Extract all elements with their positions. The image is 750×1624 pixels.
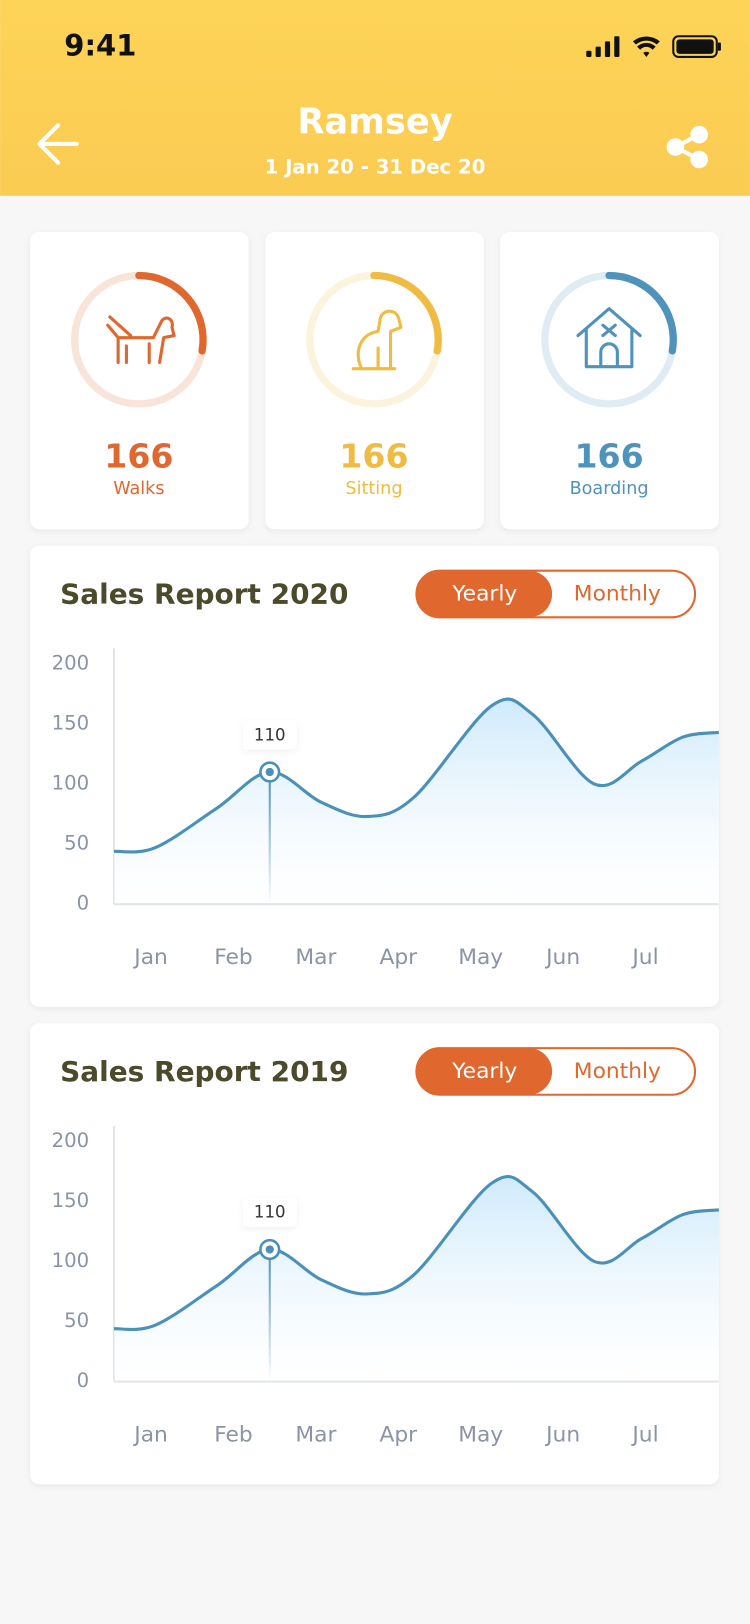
tooltip (242, 1197, 297, 1227)
x-tick-label: Apr (379, 1423, 417, 1448)
chart-title: Sales Report 2020 (60, 578, 348, 611)
toggle-active[interactable] (416, 570, 553, 618)
status-icons (586, 35, 721, 59)
x-tick-label: Jun (544, 945, 580, 970)
header-bg (0, 0, 750, 196)
progress-arc (135, 271, 207, 355)
x-tick-label: Feb (214, 945, 253, 970)
x-tick-label: Jun (544, 1423, 580, 1448)
header-title: Ramsey (297, 101, 452, 142)
x-tick-label: May (458, 945, 503, 970)
x-tick-label: Jan (132, 945, 168, 970)
charts: Sales Report 2020 Yearly Monthly 0 50 100 150 2… (30, 545, 720, 1485)
y-tick-label: 150 (52, 711, 90, 734)
marker-dot (265, 767, 274, 777)
stat-label: Boarding (570, 479, 649, 499)
y-tick-label: 0 (77, 1369, 90, 1392)
tooltip-value: 110 (254, 1203, 286, 1222)
marker-dot (265, 1245, 274, 1254)
y-tick-label: 0 (77, 892, 90, 915)
x-tick-label: Mar (295, 945, 336, 970)
back-button[interactable] (37, 123, 79, 165)
y-tick-label: 100 (52, 772, 90, 795)
header-subtitle: 1 Jan 20 - 31 Dec 20 (265, 155, 486, 178)
x-tick-label: Feb (214, 1423, 253, 1448)
progress-arc (605, 271, 677, 355)
stats: 166 Walks 166 Sitting 166 Boarding (30, 232, 719, 530)
x-tick-label: Mar (295, 1423, 336, 1448)
progress-arc (370, 271, 442, 355)
chart-card: Sales Report 2019 Yearly Monthly 0 50 100 150 2… (30, 1023, 720, 1485)
marker-line (268, 772, 271, 905)
chart-title: Sales Report 2019 (60, 1055, 348, 1088)
area (114, 1176, 719, 1382)
toggle-option[interactable]: Yearly (451, 582, 517, 607)
x-tick-label: Jan (132, 1423, 168, 1448)
area (114, 699, 719, 905)
chart-card: Sales Report 2020 Yearly Monthly 0 50 100 150 2… (30, 545, 720, 1007)
x-tick-label: May (458, 1423, 503, 1448)
y-tick-label: 200 (52, 651, 90, 674)
share-button[interactable] (666, 125, 708, 169)
stat-icon (106, 315, 176, 365)
y-tick-label: 200 (52, 1129, 90, 1152)
y-tick-label: 50 (64, 832, 89, 855)
stat-value: 166 (104, 436, 173, 475)
y-tick-label: 150 (52, 1189, 90, 1212)
stat-value: 166 (339, 436, 408, 475)
marker-line (268, 1249, 271, 1382)
status-time: 9:41 (64, 29, 136, 63)
y-tick-label: 100 (52, 1249, 90, 1272)
stat-value: 166 (574, 436, 643, 475)
toggle-option[interactable]: Monthly (574, 582, 661, 607)
stat-label: Walks (113, 479, 164, 499)
tooltip-value: 110 (254, 725, 286, 744)
toggle-active[interactable] (416, 1048, 553, 1095)
line (113, 697, 720, 854)
toggle-option[interactable]: Monthly (574, 1059, 661, 1084)
y-tick-label: 50 (64, 1309, 89, 1332)
stat-icon (351, 309, 403, 371)
toggle-option[interactable]: Yearly (451, 1059, 517, 1084)
x-tick-label: Apr (379, 945, 417, 970)
stat-label: Sitting (345, 479, 402, 499)
tooltip (242, 720, 297, 750)
line (113, 1175, 720, 1332)
x-tick-label: Jul (630, 945, 658, 970)
x-tick-label: Jul (630, 1423, 658, 1448)
stat-icon (576, 307, 642, 369)
